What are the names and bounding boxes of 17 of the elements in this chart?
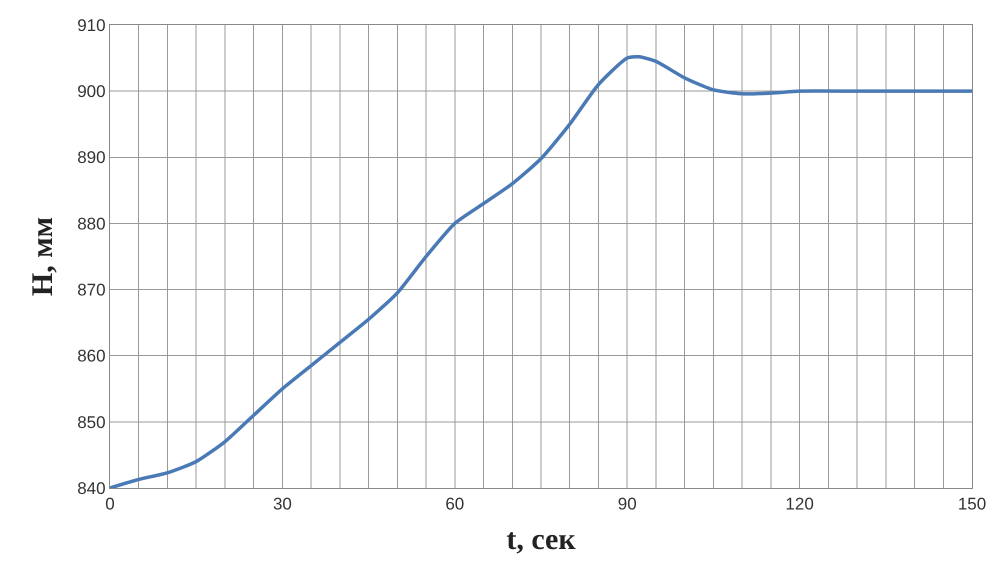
y-tick-label: 860 bbox=[77, 346, 106, 366]
x-tick-label: 30 bbox=[272, 494, 292, 514]
y-axis-title: H, мм bbox=[26, 216, 60, 296]
line-series bbox=[110, 55, 972, 488]
y-tick-label: 840 bbox=[77, 478, 106, 498]
y-tick-label: 870 bbox=[77, 280, 106, 300]
x-tick-label: 120 bbox=[785, 494, 814, 514]
x-axis-title: t, сек bbox=[506, 522, 576, 556]
y-tick-label: 880 bbox=[77, 214, 106, 234]
y-tick-label: 890 bbox=[77, 148, 106, 168]
y-tick-label: 900 bbox=[77, 82, 106, 102]
y-tick-label: 910 bbox=[77, 16, 106, 35]
x-tick-label: 60 bbox=[445, 494, 464, 514]
x-tick-label: 150 bbox=[958, 494, 986, 514]
y-tick-label: 850 bbox=[77, 412, 106, 432]
x-tick-label: 90 bbox=[618, 494, 637, 514]
x-tick-label: 0 bbox=[105, 494, 115, 514]
